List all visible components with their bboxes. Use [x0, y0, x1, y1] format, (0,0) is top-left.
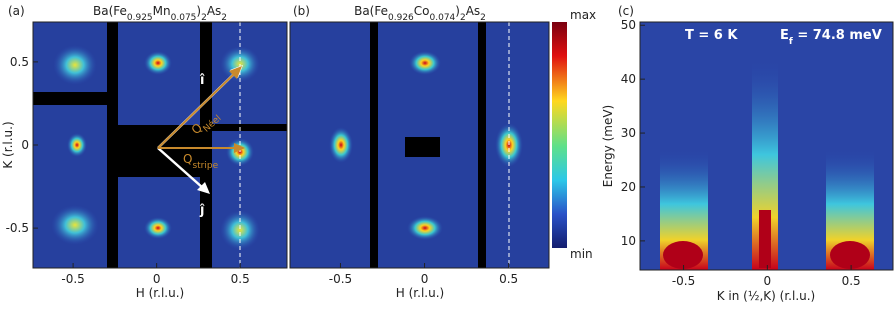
text-part: As	[466, 4, 480, 18]
panel-title: Ba(Fe0.925Mn0.075)2As2	[93, 4, 227, 23]
x-tick-label: 0.5	[842, 274, 861, 288]
plot-frame	[289, 21, 550, 269]
text-part: )	[196, 4, 201, 18]
x-tick-label: 0.5	[499, 272, 518, 286]
energy: Ef = 74.8 meV	[780, 28, 882, 47]
panel-label: (b)	[293, 4, 310, 18]
subscript: 2	[480, 13, 486, 23]
x-tick-label: 0.5	[231, 272, 250, 286]
y-axis-label: K (r.l.u.)	[1, 121, 15, 168]
image-b	[290, 22, 549, 268]
colorbar	[552, 22, 567, 248]
j-hat: ĵ	[199, 203, 205, 218]
x-tick-label: 0	[764, 274, 772, 288]
x-tick-label: -0.5	[672, 274, 695, 288]
q-stripe: Qstripe	[183, 152, 219, 171]
y-tick-label: -0.5	[6, 221, 29, 235]
text-part: )	[455, 4, 460, 18]
x-axis-label: H (r.l.u.)	[136, 286, 184, 300]
colorbar-min: min	[570, 247, 593, 261]
image-a	[33, 22, 287, 268]
image-c	[640, 22, 893, 270]
temperature: T = 6 K	[685, 28, 738, 43]
subscript: 0.925	[127, 13, 153, 23]
text-part: E	[780, 28, 789, 43]
x-tick-label: -0.5	[329, 272, 352, 286]
i-hat: î	[199, 73, 205, 88]
plot-frame	[639, 21, 894, 271]
y-tick-label: 40	[621, 72, 636, 86]
y-tick-label: 0	[21, 138, 29, 152]
subscript: 0.075	[171, 13, 197, 23]
text-part: As	[207, 4, 221, 18]
subscript: 2	[221, 13, 227, 23]
x-tick-label: -0.5	[61, 272, 84, 286]
y-axis-label: Energy (meV)	[601, 105, 615, 187]
subscript: 0.074	[430, 13, 456, 23]
x-axis-label: K in (½,K) (r.l.u.)	[717, 289, 816, 303]
text-part: Ba(Fe	[354, 4, 388, 18]
text-part: Mn	[153, 4, 171, 18]
text-part: Q	[183, 152, 192, 166]
subscript: 0.926	[388, 13, 414, 23]
text-part: Co	[414, 4, 430, 18]
colorbar-max: max	[570, 8, 596, 22]
y-tick-label: 10	[621, 234, 636, 248]
subscript: stripe	[192, 161, 218, 171]
y-tick-label: 50	[621, 18, 636, 32]
y-tick-label: 20	[621, 180, 636, 194]
subscript: 2	[460, 13, 466, 23]
panel-label: (c)	[618, 4, 634, 18]
x-axis-label: H (r.l.u.)	[396, 286, 444, 300]
x-tick-label: 0	[421, 272, 429, 286]
y-tick-label: 0.5	[10, 55, 29, 69]
text-part: = 74.8 meV	[793, 28, 882, 43]
panel-label: (a)	[8, 4, 25, 18]
subscript: f	[789, 37, 793, 47]
subscript: 2	[201, 13, 207, 23]
y-tick-label: 30	[621, 126, 636, 140]
panel-title: Ba(Fe0.926Co0.074)2As2	[354, 4, 486, 23]
x-tick-label: 0	[153, 272, 161, 286]
text-part: Ba(Fe	[93, 4, 127, 18]
